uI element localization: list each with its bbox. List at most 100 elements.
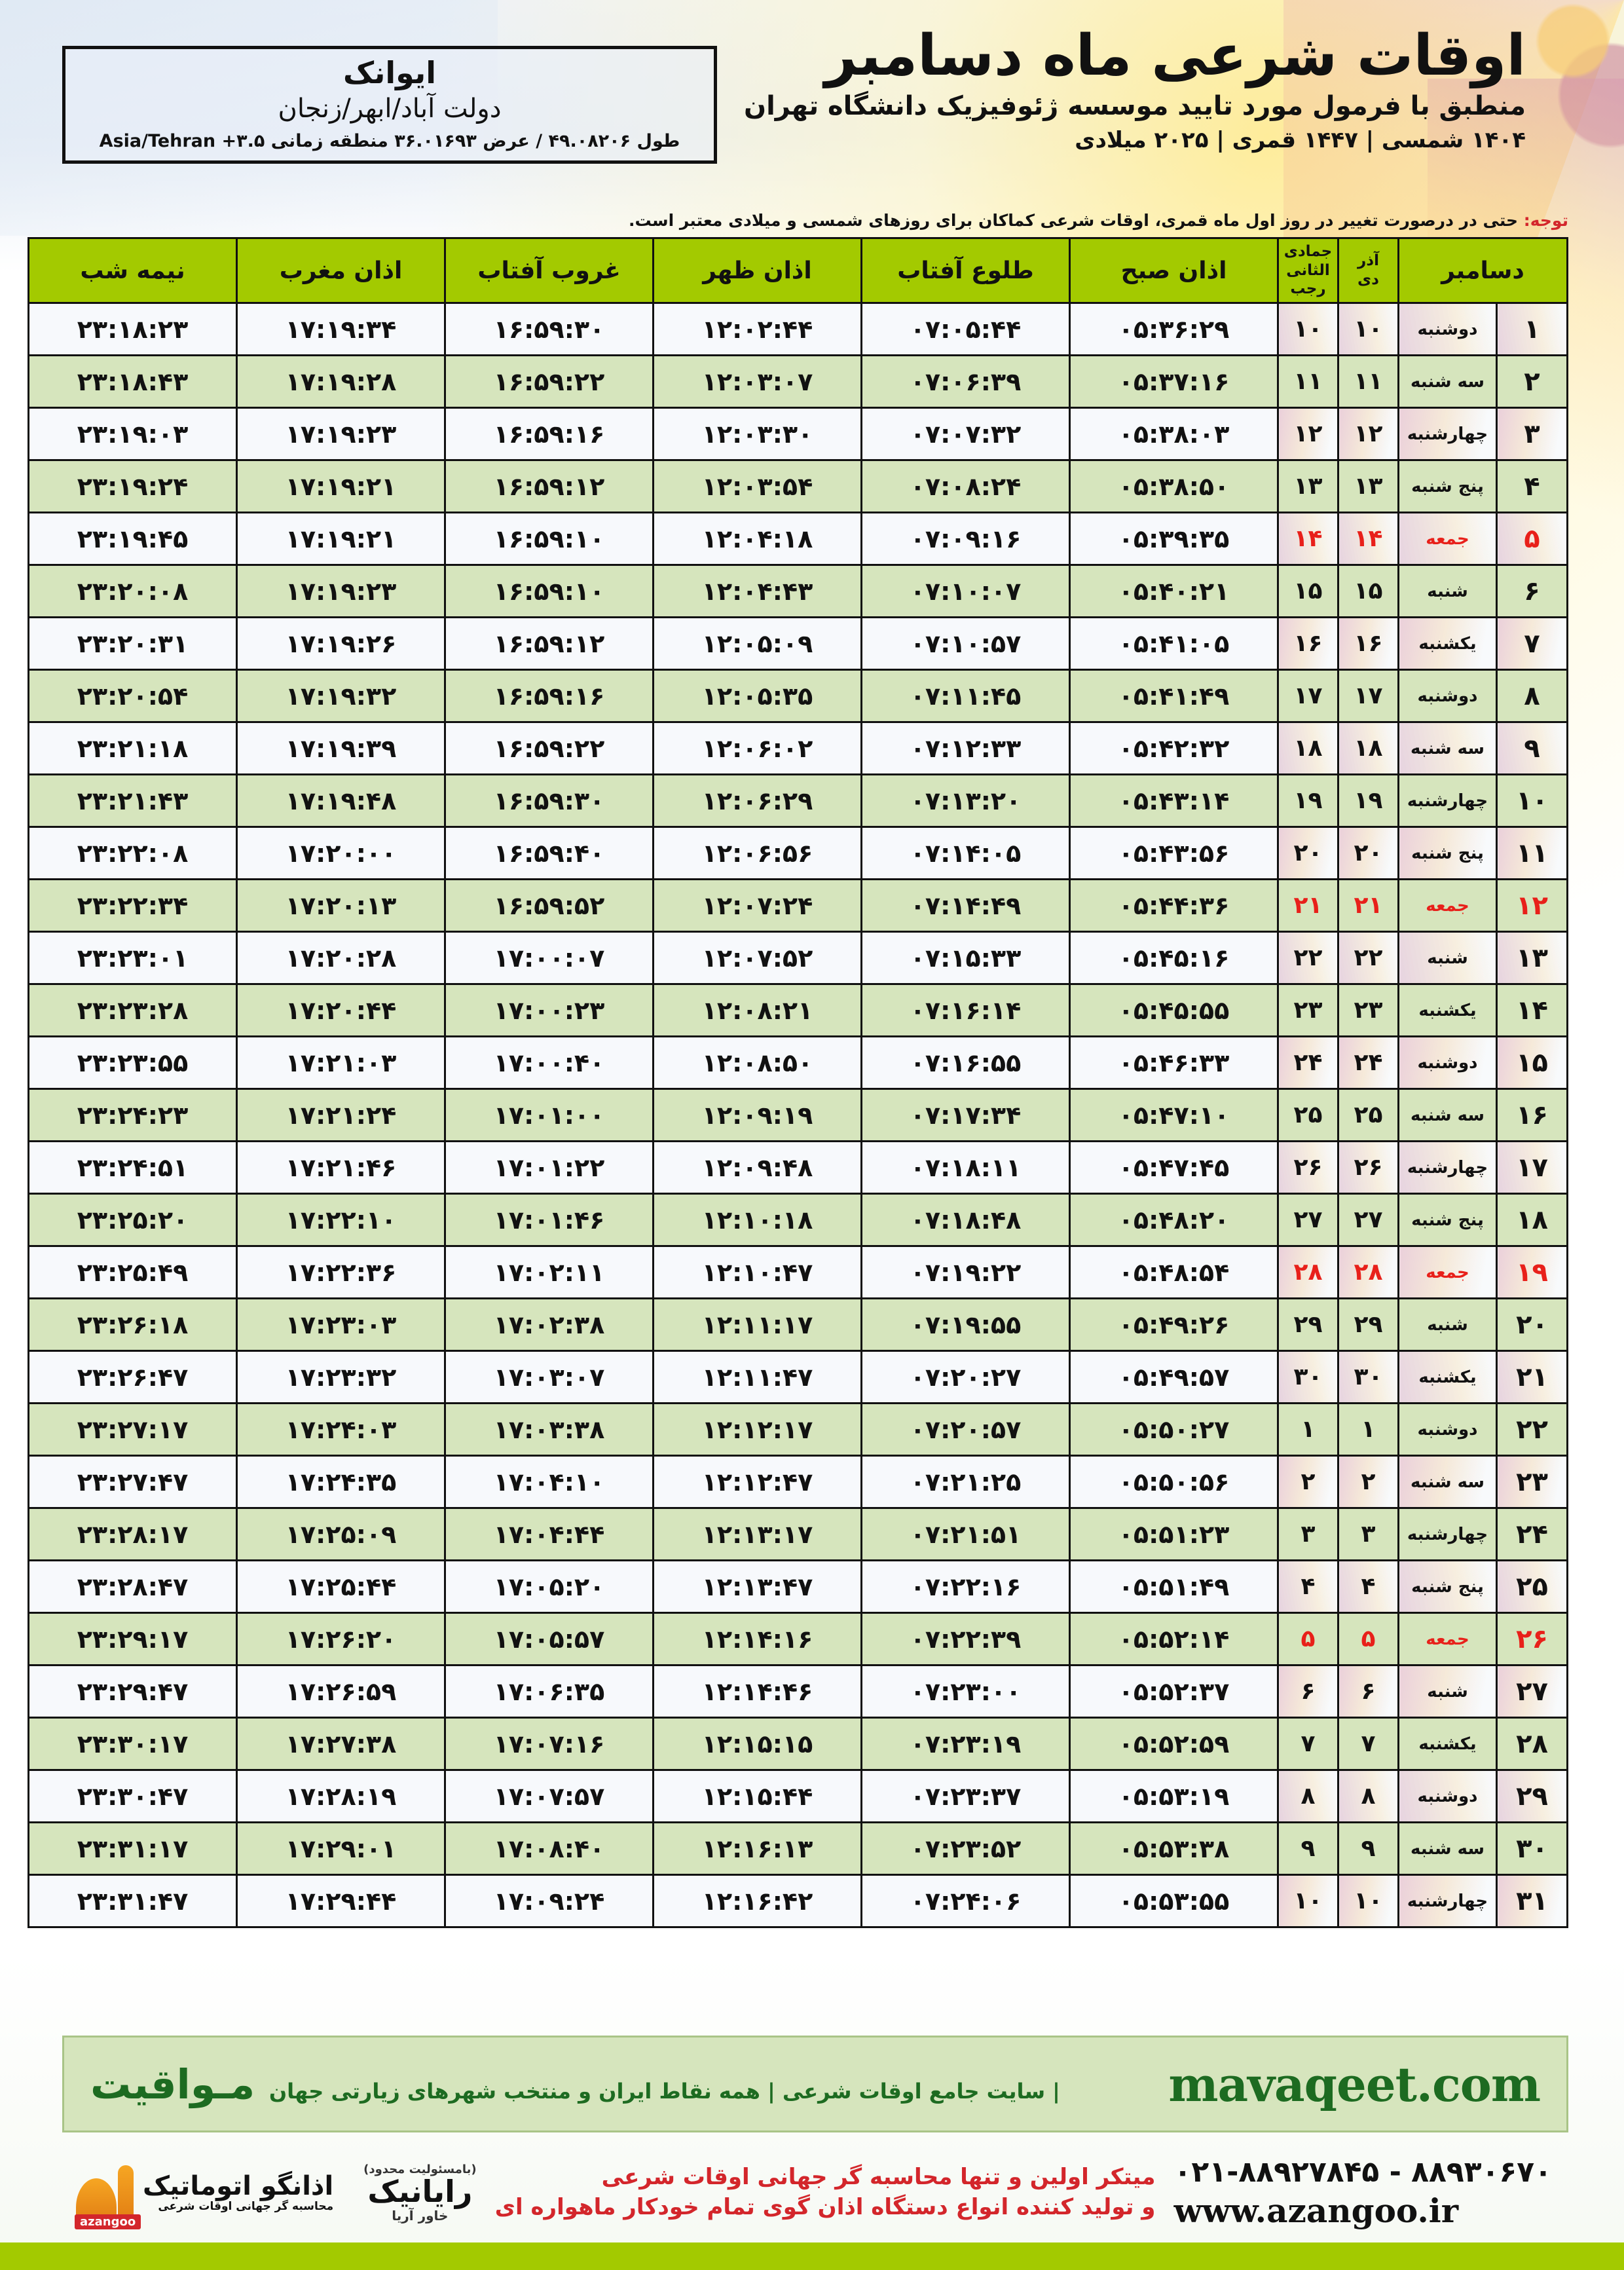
table-row: ۱۸ پنج شنبه ۲۷ ۲۷ ۰۵:۴۸:۲۰ ۰۷:۱۸:۴۸ ۱۲:۱۰:۱۸ ۱۷… [28, 1193, 1568, 1247]
cell-date: ۲۹ [1496, 1769, 1568, 1823]
cell-weekday: چهارشنبه [1397, 1507, 1498, 1561]
footer-logos: (بامسئولیت محدود) رایانیک خاور آریا اذان… [72, 2160, 477, 2229]
cell-dhuhr: ۱۲:۱۴:۴۶ [652, 1664, 862, 1719]
location-coordinates: طول ۴۹.۰۸۲۰۶ / عرض ۳۶.۰۱۶۹۳ منطقه زمانی … [99, 130, 680, 151]
cell-date: ۹ [1496, 721, 1568, 775]
cell-sunset: ۱۶:۵۹:۱۰ [444, 564, 654, 618]
cell-shamsi: ۲۱ [1337, 878, 1399, 933]
cell-maghrib: ۱۷:۲۱:۲۴ [236, 1088, 446, 1142]
cell-dhuhr: ۱۲:۰۳:۵۴ [652, 459, 862, 513]
table-row: ۱۲ جمعه ۲۱ ۲۱ ۰۵:۴۴:۳۶ ۰۷:۱۴:۴۹ ۱۲:۰۷:۲۴ ۱۶:۵۹:… [28, 878, 1568, 933]
title-block: اوقات شرعی ماه دسامبر منطبق با فرمول مور… [740, 26, 1526, 154]
cell-sunrise: ۰۷:۲۱:۵۱ [860, 1507, 1071, 1561]
column-header-qamari-bottom: رجب [1290, 280, 1326, 298]
location-address: دولت آباد/ابهر/زنجان [278, 93, 502, 124]
cell-sunrise: ۰۷:۰۹:۱۶ [860, 512, 1071, 566]
cell-date: ۳۰ [1496, 1821, 1568, 1876]
cell-date: ۱۳ [1496, 931, 1568, 985]
cell-midnight: ۲۳:۲۹:۴۷ [28, 1664, 238, 1719]
cell-weekday: پنج شنبه [1397, 1559, 1498, 1614]
cell-weekday: جمعه [1397, 512, 1498, 566]
cell-weekday: شنبه [1397, 1297, 1498, 1352]
cell-fajr: ۰۵:۴۹:۵۷ [1069, 1350, 1279, 1404]
column-header-qamari: جمادی الثانی رجب [1277, 237, 1339, 304]
cell-date: ۱۸ [1496, 1193, 1568, 1247]
page-header: ایوانک دولت آباد/ابهر/زنجان طول ۴۹.۰۸۲۰۶… [0, 0, 1624, 216]
table-row: ۲۰ شنبه ۲۹ ۲۹ ۰۵:۴۹:۲۶ ۰۷:۱۹:۵۵ ۱۲:۱۱:۱۷ ۱۷:۰۲:… [28, 1297, 1568, 1352]
cell-weekday: سه شنبه [1397, 1821, 1498, 1876]
azangoo-logo-sub: محاسبه گر جهانی اوقات شرعی [158, 2200, 334, 2213]
cell-dhuhr: ۱۲:۰۷:۲۴ [652, 878, 862, 933]
cell-date: ۱۵ [1496, 1035, 1568, 1090]
column-header-date: دسامبر [1397, 237, 1568, 304]
cell-midnight: ۲۳:۲۶:۴۷ [28, 1350, 238, 1404]
cell-sunset: ۱۷:۰۰:۲۳ [444, 983, 654, 1037]
cell-date: ۲۲ [1496, 1402, 1568, 1457]
cell-date: ۲۴ [1496, 1507, 1568, 1561]
cell-fajr: ۰۵:۵۳:۵۵ [1069, 1874, 1279, 1928]
cell-dhuhr: ۱۲:۱۱:۱۷ [652, 1297, 862, 1352]
cell-maghrib: ۱۷:۱۹:۲۱ [236, 459, 446, 513]
cell-sunset: ۱۷:۰۸:۴۰ [444, 1821, 654, 1876]
cell-midnight: ۲۳:۲۸:۱۷ [28, 1507, 238, 1561]
cell-dhuhr: ۱۲:۰۳:۳۰ [652, 407, 862, 461]
cell-maghrib: ۱۷:۲۲:۳۶ [236, 1245, 446, 1299]
cell-maghrib: ۱۷:۱۹:۲۳ [236, 564, 446, 618]
cell-sunset: ۱۷:۰۶:۳۵ [444, 1664, 654, 1719]
cell-shamsi: ۲۳ [1337, 983, 1399, 1037]
cell-sunrise: ۰۷:۱۴:۰۵ [860, 826, 1071, 880]
rayanik-logo-top: (بامسئولیت محدود) [363, 2162, 477, 2176]
cell-dhuhr: ۱۲:۱۵:۱۵ [652, 1717, 862, 1771]
cell-sunrise: ۰۷:۰۶:۳۹ [860, 354, 1071, 409]
table-row: ۴ پنج شنبه ۱۳ ۱۳ ۰۵:۳۸:۵۰ ۰۷:۰۸:۲۴ ۱۲:۰۳:۵۴ ۱۶:… [28, 459, 1568, 513]
table-row: ۱۱ پنج شنبه ۲۰ ۲۰ ۰۵:۴۳:۵۶ ۰۷:۱۴:۰۵ ۱۲:۰۶:۵۶ ۱۶… [28, 826, 1568, 880]
cell-sunrise: ۰۷:۲۰:۵۷ [860, 1402, 1071, 1457]
cell-midnight: ۲۳:۳۰:۱۷ [28, 1717, 238, 1771]
cell-dhuhr: ۱۲:۰۲:۴۴ [652, 302, 862, 356]
cell-date: ۱۴ [1496, 983, 1568, 1037]
cell-midnight: ۲۳:۲۸:۴۷ [28, 1559, 238, 1614]
cell-sunrise: ۰۷:۱۸:۴۸ [860, 1193, 1071, 1247]
cell-sunrise: ۰۷:۲۲:۳۹ [860, 1612, 1071, 1666]
cell-weekday: شنبه [1397, 931, 1498, 985]
cell-qamari: ۱۱ [1277, 354, 1339, 409]
table-row: ۲۵ پنج شنبه ۴ ۴ ۰۵:۵۱:۴۹ ۰۷:۲۲:۱۶ ۱۲:۱۳:۴۷ ۱۷:۰… [28, 1559, 1568, 1614]
cell-dhuhr: ۱۲:۰۶:۲۹ [652, 773, 862, 828]
cell-dhuhr: ۱۲:۰۶:۰۲ [652, 721, 862, 775]
cell-qamari: ۱۷ [1277, 669, 1339, 723]
cell-fajr: ۰۵:۳۷:۱۶ [1069, 354, 1279, 409]
cell-weekday: دوشنبه [1397, 1035, 1498, 1090]
cell-dhuhr: ۱۲:۰۳:۰۷ [652, 354, 862, 409]
cell-sunrise: ۰۷:۱۶:۵۵ [860, 1035, 1071, 1090]
cell-qamari: ۲ [1277, 1455, 1339, 1509]
cell-midnight: ۲۳:۲۶:۱۸ [28, 1297, 238, 1352]
cell-midnight: ۲۳:۲۹:۱۷ [28, 1612, 238, 1666]
cell-dhuhr: ۱۲:۰۹:۱۹ [652, 1088, 862, 1142]
cell-dhuhr: ۱۲:۰۴:۴۳ [652, 564, 862, 618]
column-header-shamsi: آذر دی [1337, 237, 1399, 304]
footer-contact: ۰۲۱-۸۸۹۲۷۸۴۵ - ۸۸۹۳۰۶۷۰ www.azangoo.ir [1174, 2155, 1552, 2230]
note-label: توجه: [1523, 211, 1568, 230]
footer-website[interactable]: www.azangoo.ir [1173, 2191, 1459, 2230]
table-row: ۳۱ چهارشنبه ۱۰ ۱۰ ۰۵:۵۳:۵۵ ۰۷:۲۴:۰۶ ۱۲:۱۶:۴۲ ۱۷… [28, 1874, 1568, 1928]
column-header-sunrise: طلوع آفتاب [860, 237, 1071, 304]
cell-maghrib: ۱۷:۱۹:۳۴ [236, 302, 446, 356]
cell-midnight: ۲۳:۱۸:۲۳ [28, 302, 238, 356]
brand-website[interactable]: mavaqeet.com [1168, 2056, 1541, 2112]
table-body: ۱ دوشنبه ۱۰ ۱۰ ۰۵:۳۶:۲۹ ۰۷:۰۵:۴۴ ۱۲:۰۲:۴۴ ۱۶:۵۹… [28, 302, 1568, 1928]
cell-qamari: ۲۴ [1277, 1035, 1339, 1090]
cell-maghrib: ۱۷:۲۶:۵۹ [236, 1664, 446, 1719]
table-row: ۸ دوشنبه ۱۷ ۱۷ ۰۵:۴۱:۴۹ ۰۷:۱۱:۴۵ ۱۲:۰۵:۳۵ ۱۶:۵۹… [28, 669, 1568, 723]
cell-fajr: ۰۵:۵۰:۵۶ [1069, 1455, 1279, 1509]
cell-maghrib: ۱۷:۲۰:۲۸ [236, 931, 446, 985]
cell-midnight: ۲۳:۲۳:۰۱ [28, 931, 238, 985]
cell-shamsi: ۷ [1337, 1717, 1399, 1771]
cell-sunrise: ۰۷:۱۷:۳۴ [860, 1088, 1071, 1142]
cell-dhuhr: ۱۲:۱۰:۱۸ [652, 1193, 862, 1247]
cell-shamsi: ۸ [1337, 1769, 1399, 1823]
cell-shamsi: ۲۸ [1337, 1245, 1399, 1299]
cell-fajr: ۰۵:۵۲:۱۴ [1069, 1612, 1279, 1666]
cell-shamsi: ۱۰ [1337, 302, 1399, 356]
prayer-times-table-wrapper: دسامبر آذر دی جمادی الثانی رجب اذان صبح … [28, 237, 1568, 1928]
cell-sunset: ۱۶:۵۹:۴۰ [444, 826, 654, 880]
